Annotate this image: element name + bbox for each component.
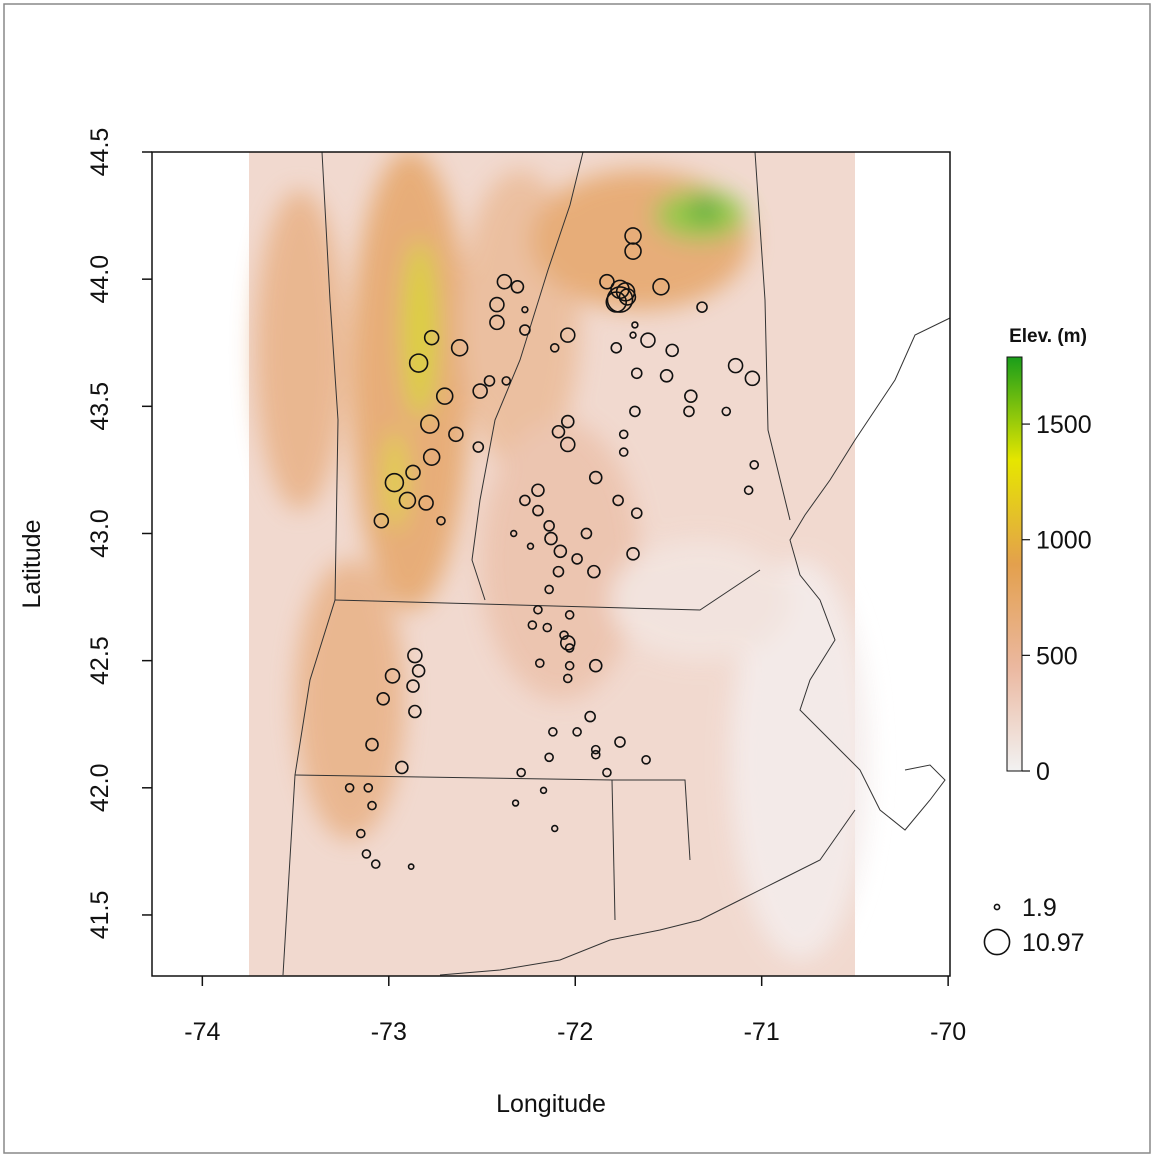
y-tick-label: 41.5 xyxy=(86,891,114,940)
colorbar-tick-label: 1500 xyxy=(1036,411,1092,439)
colorbar-title: Elev. (m) xyxy=(1009,326,1087,347)
y-axis-title: Latitude xyxy=(18,520,46,609)
size-legend-label: 10.97 xyxy=(1022,929,1085,957)
colorbar xyxy=(1007,357,1022,771)
x-tick-label: -70 xyxy=(930,1018,966,1046)
y-tick-label: 42.5 xyxy=(86,636,114,685)
y-tick-label: 43.0 xyxy=(86,509,114,558)
x-tick-label: -73 xyxy=(371,1018,407,1046)
y-tick-label: 42.0 xyxy=(86,763,114,812)
colorbar-tick-label: 0 xyxy=(1036,758,1050,786)
x-axis-title: Longitude xyxy=(496,1090,606,1118)
colorbar-tick-label: 1000 xyxy=(1036,527,1092,555)
colorbar-tick-label: 500 xyxy=(1036,642,1078,670)
y-tick-label: 44.0 xyxy=(86,255,114,304)
x-tick-label: -71 xyxy=(744,1018,780,1046)
y-tick-label: 44.5 xyxy=(86,128,114,177)
y-tick-label: 43.5 xyxy=(86,382,114,431)
x-tick-label: -74 xyxy=(184,1018,220,1046)
elevation-raster xyxy=(249,150,870,976)
size-legend-label: 1.9 xyxy=(1022,894,1057,922)
map-chart: Longitude Latitude Elev. (m) -74 -73 -72 -7… xyxy=(0,0,1154,1157)
x-tick-label: -72 xyxy=(557,1018,593,1046)
